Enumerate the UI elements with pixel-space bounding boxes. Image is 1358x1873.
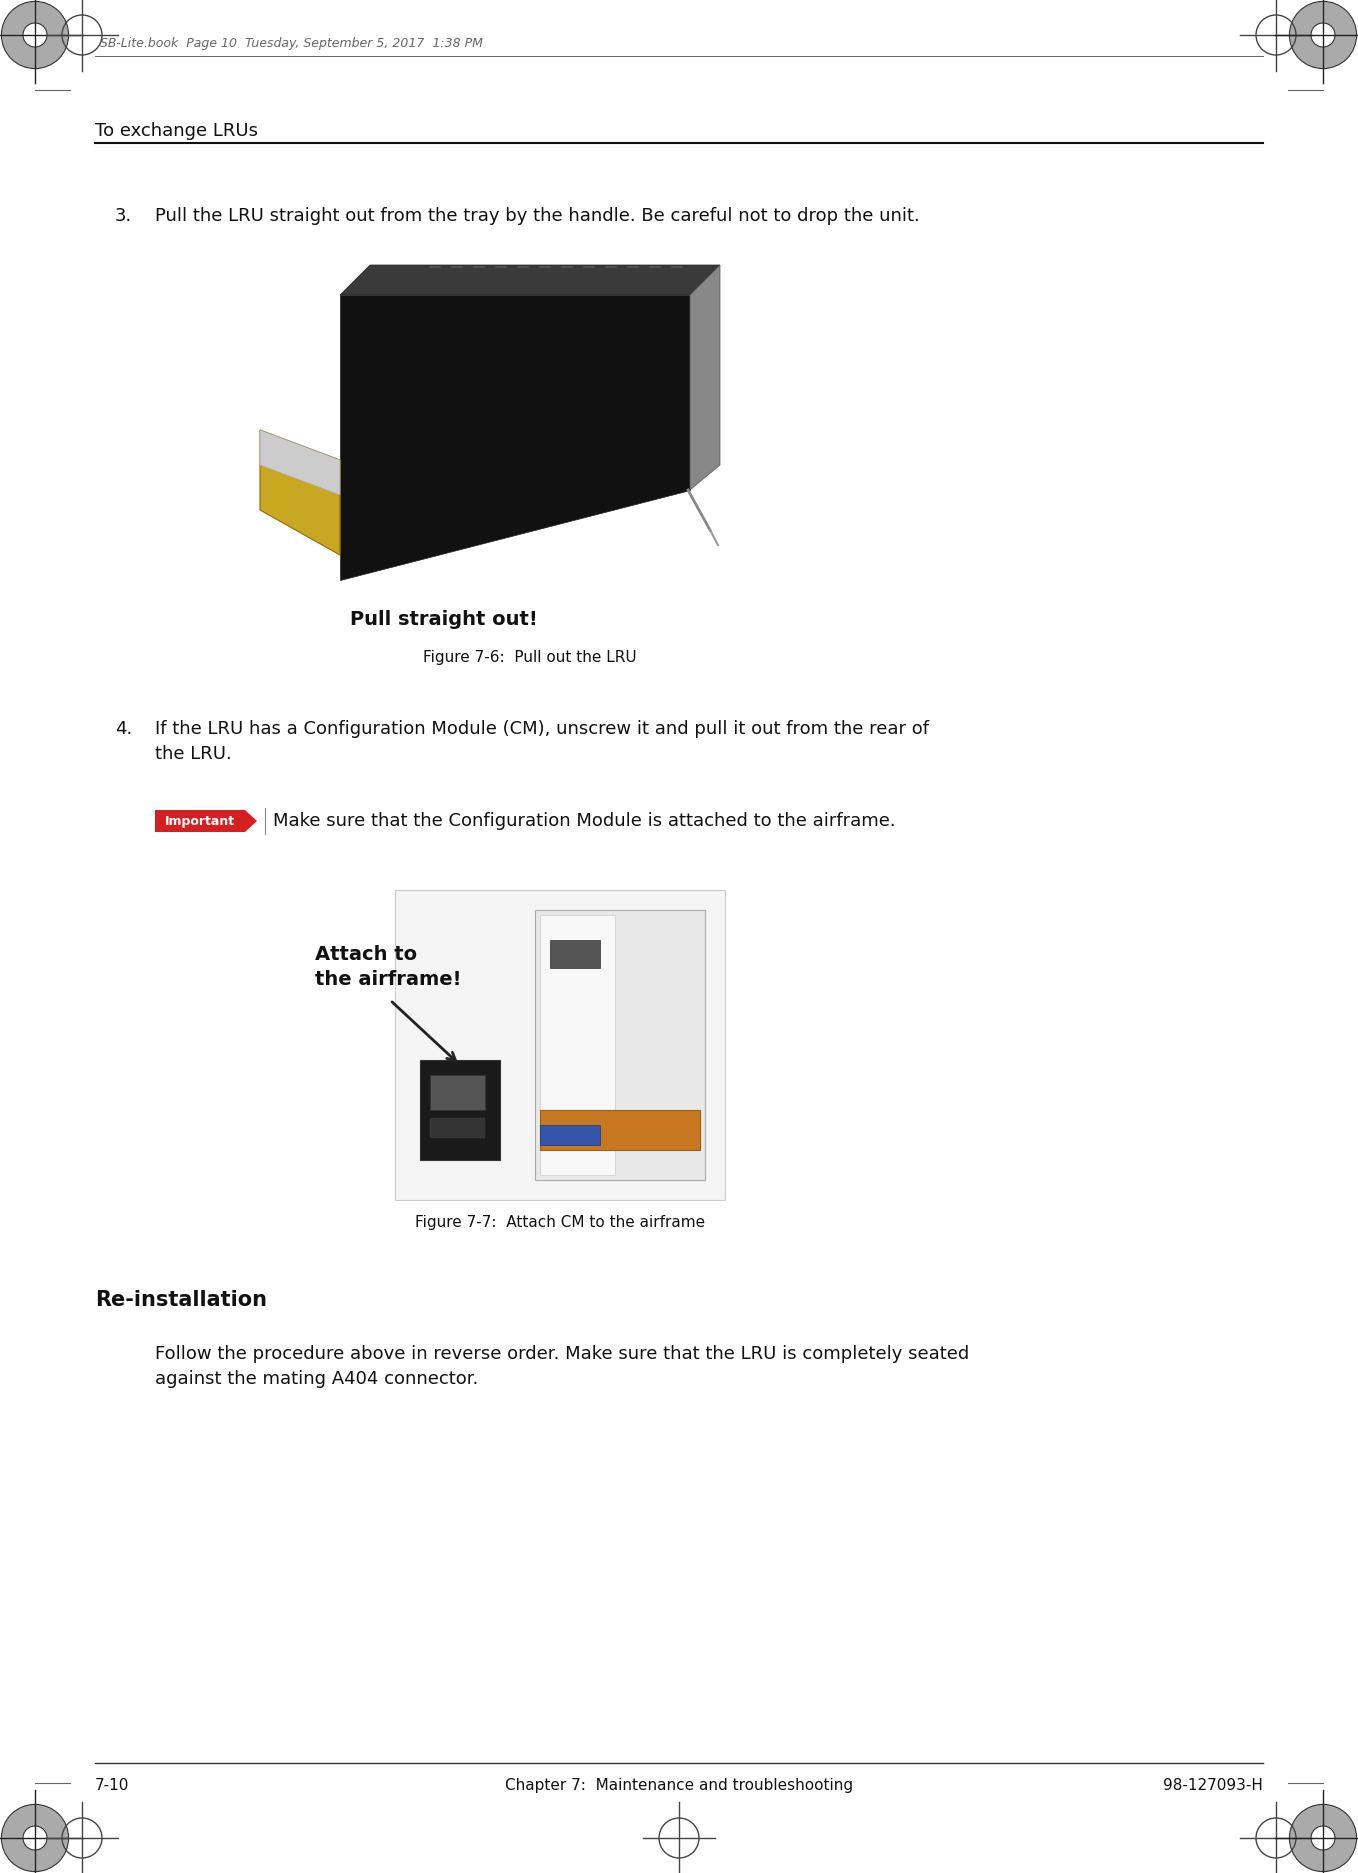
Text: Figure 7-7:  Attach CM to the airframe: Figure 7-7: Attach CM to the airframe: [416, 1216, 705, 1231]
Text: Chapter 7:  Maintenance and troubleshooting: Chapter 7: Maintenance and troubleshooti…: [505, 1777, 853, 1792]
Polygon shape: [690, 264, 720, 491]
Text: 3.: 3.: [115, 208, 132, 225]
Text: Important: Important: [164, 815, 235, 828]
Text: Follow the procedure above in reverse order. Make sure that the LRU is completel: Follow the procedure above in reverse or…: [155, 1345, 970, 1388]
Bar: [535, 910, 705, 1180]
Text: 7-10: 7-10: [95, 1777, 129, 1792]
Bar: [540, 1111, 699, 1150]
Circle shape: [1, 1804, 69, 1871]
Circle shape: [23, 22, 48, 47]
Polygon shape: [259, 431, 340, 494]
Circle shape: [1310, 1826, 1335, 1851]
Circle shape: [1289, 2, 1357, 69]
Text: Make sure that the Configuration Module is attached to the airframe.: Make sure that the Configuration Module …: [273, 813, 896, 830]
Text: Figure 7-6:  Pull out the LRU: Figure 7-6: Pull out the LRU: [424, 650, 637, 665]
Bar: [430, 1075, 485, 1111]
Polygon shape: [340, 264, 720, 296]
Text: 98-127093-H: 98-127093-H: [1162, 1777, 1263, 1792]
Polygon shape: [340, 296, 690, 581]
Bar: [540, 1126, 600, 1144]
Text: Pull the LRU straight out from the tray by the handle. Be careful not to drop th: Pull the LRU straight out from the tray …: [155, 208, 919, 225]
Text: Re-installation: Re-installation: [95, 1290, 268, 1309]
Text: If the LRU has a Configuration Module (CM), unscrew it and pull it out from the : If the LRU has a Configuration Module (C…: [155, 719, 929, 762]
Circle shape: [23, 1826, 48, 1851]
FancyBboxPatch shape: [155, 809, 244, 832]
Text: SB-Lite.book  Page 10  Tuesday, September 5, 2017  1:38 PM: SB-Lite.book Page 10 Tuesday, September …: [100, 37, 483, 51]
Text: Pull straight out!: Pull straight out!: [350, 611, 538, 629]
Text: 4.: 4.: [115, 719, 132, 738]
Circle shape: [1, 2, 69, 69]
Text: To exchange LRUs: To exchange LRUs: [95, 122, 258, 140]
Bar: [540, 916, 615, 1174]
Polygon shape: [259, 431, 340, 554]
Circle shape: [1310, 22, 1335, 47]
Bar: [430, 1118, 485, 1139]
Bar: [395, 890, 725, 1201]
Text: Attach to: Attach to: [315, 946, 417, 965]
Polygon shape: [244, 809, 257, 832]
Bar: [420, 1060, 500, 1159]
Bar: [550, 940, 600, 968]
Text: the airframe!: the airframe!: [315, 970, 462, 989]
Circle shape: [1289, 1804, 1357, 1871]
